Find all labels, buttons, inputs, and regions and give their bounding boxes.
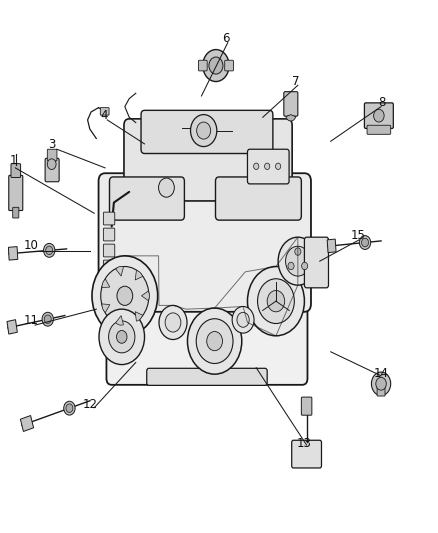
Polygon shape <box>327 239 336 253</box>
Circle shape <box>207 332 223 351</box>
Text: 10: 10 <box>24 239 39 252</box>
Text: 6: 6 <box>222 32 230 45</box>
Circle shape <box>288 262 294 270</box>
Circle shape <box>237 312 249 327</box>
Circle shape <box>47 159 56 169</box>
Circle shape <box>302 262 308 270</box>
Circle shape <box>42 312 53 326</box>
FancyBboxPatch shape <box>11 164 21 177</box>
Circle shape <box>99 309 145 365</box>
Circle shape <box>359 236 371 249</box>
Circle shape <box>209 57 223 74</box>
FancyBboxPatch shape <box>103 244 115 257</box>
Text: 3: 3 <box>48 139 55 151</box>
FancyBboxPatch shape <box>110 177 184 220</box>
Circle shape <box>101 266 149 325</box>
FancyBboxPatch shape <box>304 237 328 288</box>
FancyBboxPatch shape <box>124 119 292 201</box>
FancyBboxPatch shape <box>103 260 115 273</box>
Text: 11: 11 <box>24 314 39 327</box>
Circle shape <box>117 286 133 305</box>
Circle shape <box>165 313 181 332</box>
Circle shape <box>232 306 254 333</box>
Circle shape <box>117 330 127 343</box>
Wedge shape <box>141 291 149 301</box>
Polygon shape <box>21 416 34 432</box>
Circle shape <box>278 237 318 285</box>
Circle shape <box>203 50 229 82</box>
Circle shape <box>197 122 211 139</box>
Circle shape <box>159 305 187 340</box>
FancyBboxPatch shape <box>225 60 233 71</box>
FancyBboxPatch shape <box>198 60 207 71</box>
FancyBboxPatch shape <box>284 92 298 116</box>
Text: 12: 12 <box>82 398 97 410</box>
FancyBboxPatch shape <box>367 125 391 134</box>
FancyBboxPatch shape <box>99 173 311 312</box>
Circle shape <box>258 279 294 324</box>
FancyBboxPatch shape <box>301 397 312 415</box>
FancyBboxPatch shape <box>141 110 273 154</box>
FancyBboxPatch shape <box>215 177 301 220</box>
FancyBboxPatch shape <box>47 149 57 161</box>
FancyBboxPatch shape <box>106 284 307 385</box>
Text: 7: 7 <box>292 75 300 87</box>
Text: 14: 14 <box>374 367 389 379</box>
Circle shape <box>191 115 217 147</box>
Circle shape <box>159 178 174 197</box>
Circle shape <box>187 308 242 374</box>
Circle shape <box>46 246 53 255</box>
Circle shape <box>276 163 281 169</box>
Text: 4: 4 <box>100 109 108 122</box>
FancyBboxPatch shape <box>292 440 321 468</box>
Wedge shape <box>116 266 124 276</box>
Circle shape <box>267 290 285 312</box>
Circle shape <box>295 248 301 255</box>
Circle shape <box>361 238 368 247</box>
FancyBboxPatch shape <box>9 175 23 211</box>
Wedge shape <box>102 279 110 288</box>
FancyBboxPatch shape <box>147 368 267 385</box>
Circle shape <box>265 163 270 169</box>
Wedge shape <box>102 304 110 312</box>
Polygon shape <box>7 320 18 334</box>
Circle shape <box>286 246 310 276</box>
Circle shape <box>92 256 158 336</box>
Circle shape <box>109 321 135 353</box>
FancyBboxPatch shape <box>103 212 115 225</box>
Polygon shape <box>8 247 18 260</box>
Text: 8: 8 <box>379 96 386 109</box>
Wedge shape <box>286 115 296 121</box>
Circle shape <box>376 377 386 390</box>
FancyBboxPatch shape <box>364 103 393 128</box>
Circle shape <box>371 372 391 395</box>
Circle shape <box>247 266 304 336</box>
Circle shape <box>196 319 233 364</box>
FancyBboxPatch shape <box>45 158 59 182</box>
Circle shape <box>44 315 51 324</box>
Circle shape <box>64 401 75 415</box>
FancyBboxPatch shape <box>103 228 115 241</box>
Text: 13: 13 <box>297 437 312 450</box>
Circle shape <box>66 404 73 413</box>
FancyBboxPatch shape <box>247 149 289 184</box>
FancyBboxPatch shape <box>13 207 19 218</box>
Circle shape <box>254 163 259 169</box>
Text: 1: 1 <box>9 155 17 167</box>
Circle shape <box>374 109 384 122</box>
FancyBboxPatch shape <box>377 382 385 396</box>
Wedge shape <box>135 270 142 280</box>
Wedge shape <box>135 312 142 321</box>
FancyBboxPatch shape <box>100 108 109 115</box>
Wedge shape <box>116 316 124 325</box>
Circle shape <box>43 244 55 257</box>
Text: 15: 15 <box>351 229 366 242</box>
